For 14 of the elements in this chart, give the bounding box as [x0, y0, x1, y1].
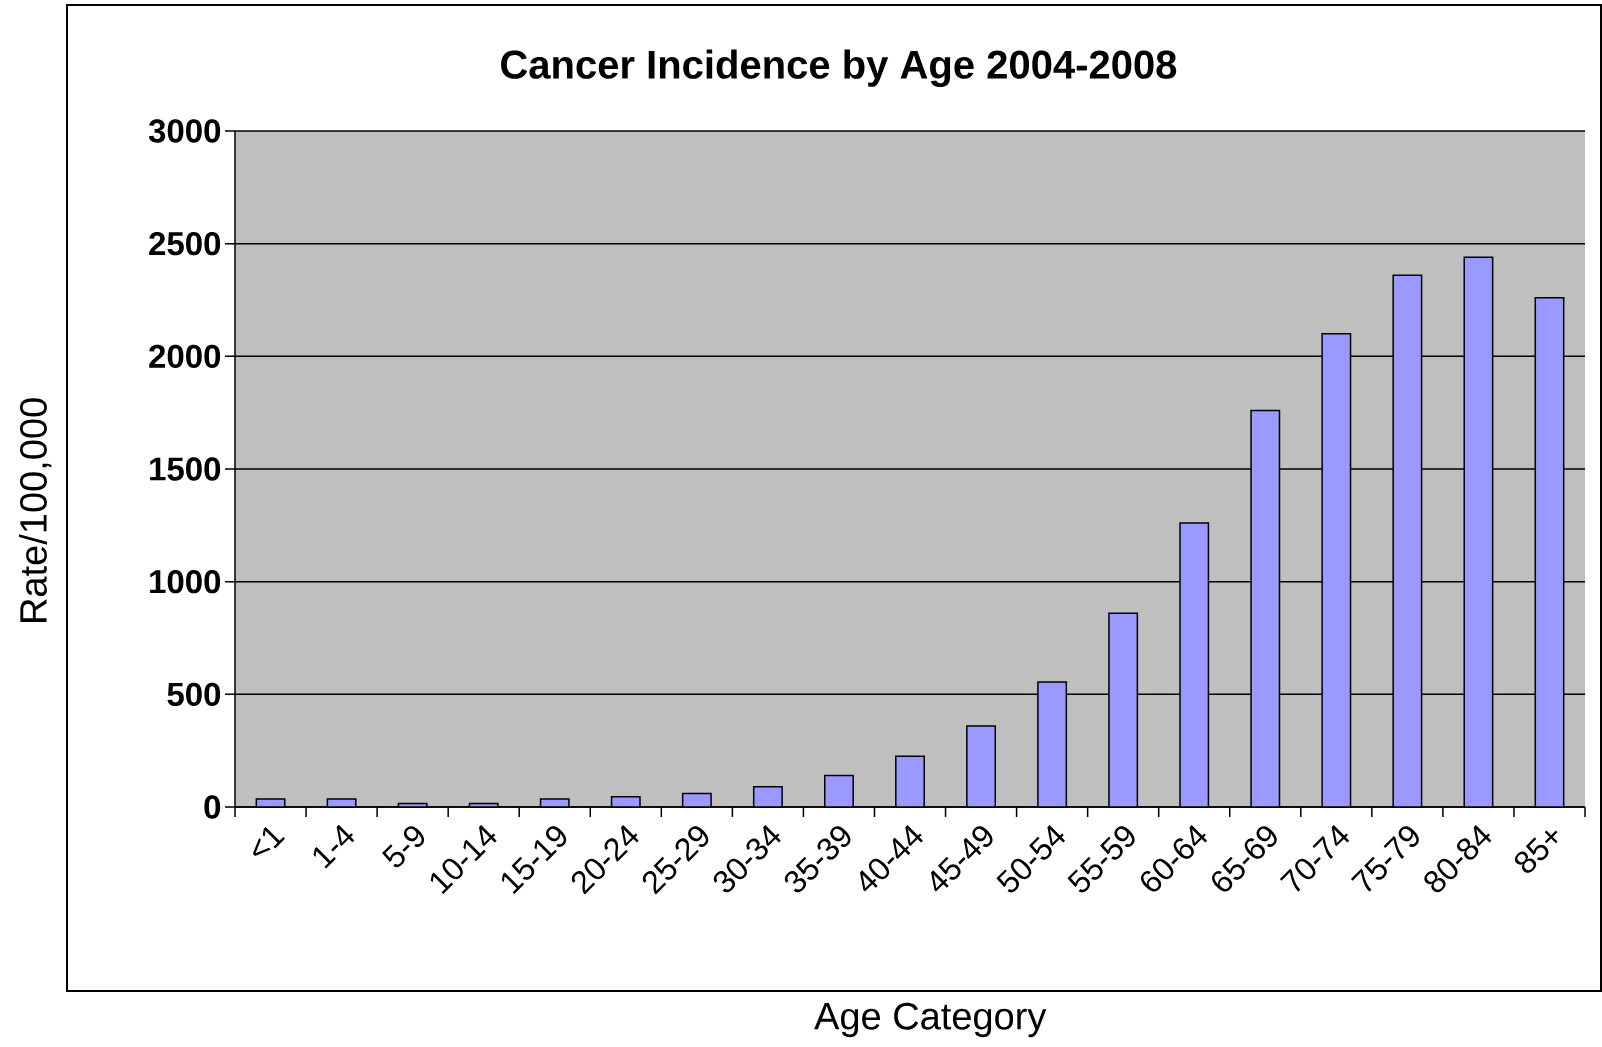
y-tick-label: 0 — [204, 795, 221, 819]
x-tick-label: <1 — [252, 826, 285, 856]
y-tick-label: 1000 — [150, 569, 221, 594]
x-tick-label: 5-9 — [382, 826, 425, 868]
x-axis-title: Age Category — [814, 1002, 1047, 1038]
x-tick-label: 1-4 — [313, 824, 355, 869]
x-tick-label: 85+ — [1514, 830, 1558, 873]
y-tick-label: 2500 — [149, 231, 221, 256]
y-axis-title: Rate/100,000 — [19, 398, 52, 622]
chart-title: Cancer Incidence by Age 2004-2008 — [501, 49, 1177, 87]
y-tick-label: 2000 — [149, 344, 221, 369]
y-tick-label: 1500 — [150, 457, 221, 481]
y-tick-label: 500 — [167, 682, 221, 707]
y-tick-label: 3000 — [148, 119, 221, 143]
